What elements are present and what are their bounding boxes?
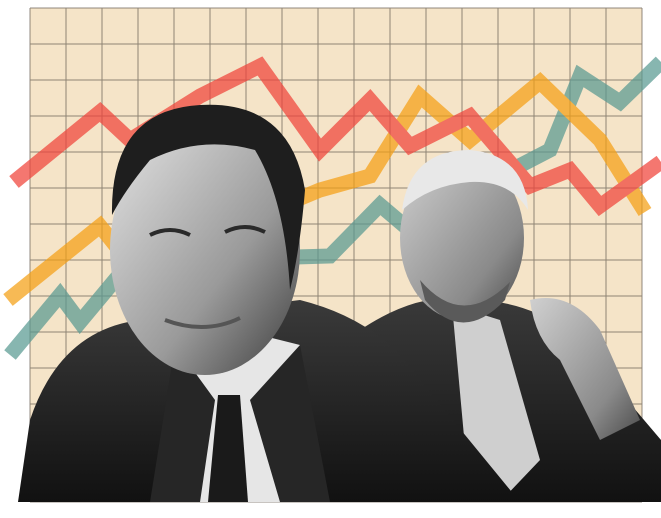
illustration — [0, 0, 661, 518]
page — [0, 0, 661, 518]
